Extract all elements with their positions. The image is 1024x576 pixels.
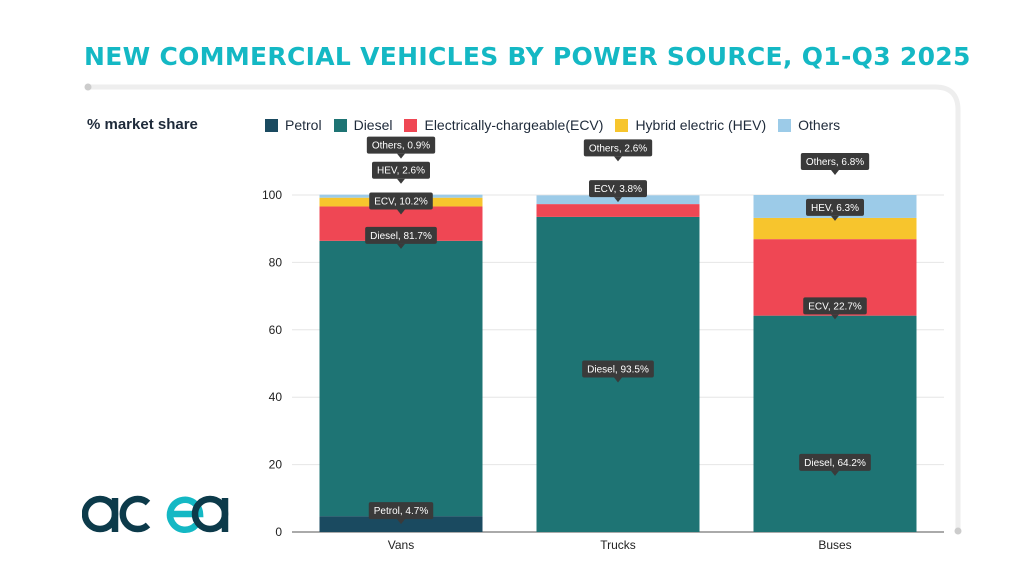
data-label-text: ECV, 22.7% [808, 301, 862, 312]
y-tick-label: 40 [269, 390, 283, 404]
data-label-box [369, 192, 433, 210]
data-label-text: Diesel, 81.7% [370, 231, 432, 242]
data-label-box [366, 136, 436, 154]
data-label-box [583, 139, 653, 157]
y-tick-label: 80 [269, 255, 283, 269]
data-label-pointer [831, 170, 839, 175]
bar-segment [753, 315, 917, 532]
data-label-text: Others, 0.9% [372, 141, 430, 152]
data-label-pointer [614, 156, 622, 162]
data-label-box [806, 198, 864, 216]
legend-item-ecv: Electrically-chargeable(ECV) [404, 117, 603, 133]
data-label: ECV, 22.7% [803, 297, 867, 320]
legend-item-hev: Hybrid electric (HEV) [615, 117, 766, 133]
y-tick-label: 100 [262, 188, 282, 202]
data-label-box [800, 153, 870, 170]
y-tick-label: 0 [275, 525, 282, 539]
data-label: HEV, 2.6% [372, 161, 430, 184]
legend-swatch-hev [615, 118, 629, 132]
data-label-pointer [831, 314, 839, 320]
data-label-pointer [397, 209, 405, 215]
data-label-text: Diesel, 93.5% [587, 364, 649, 375]
legend-item-others: Others [778, 117, 840, 133]
legend-swatch-others [778, 118, 792, 132]
data-label-box [365, 226, 437, 244]
data-label-text: HEV, 2.6% [377, 166, 425, 177]
y-axis-label: % market share [87, 116, 198, 133]
data-label-box [589, 180, 647, 198]
legend-item-diesel: Diesel [333, 117, 393, 133]
data-label-box [799, 453, 871, 471]
data-label-text: HEV, 6.3% [811, 203, 859, 214]
frame-decoration [84, 83, 962, 535]
x-tick-label: Buses [818, 538, 851, 552]
legend-label-diesel: Diesel [353, 117, 393, 133]
legend-swatch-diesel [333, 118, 347, 132]
legend-swatch-petrol [265, 118, 278, 132]
y-axis-ticks: 0 20 40 60 80 100 [262, 188, 282, 539]
data-label-text: Others, 6.8% [806, 157, 864, 168]
data-label: Others, 2.6% [583, 139, 653, 162]
data-label-text: Diesel, 64.2% [804, 458, 866, 469]
data-label-pointer [397, 153, 405, 159]
data-label: Others, 0.9% [366, 136, 436, 159]
legend-item-petrol: Petrol [265, 117, 322, 133]
data-label-pointer [831, 470, 839, 476]
data-label: Others, 6.8% [800, 153, 870, 175]
legend-label-petrol: Petrol [285, 117, 322, 133]
x-tick-label: Vans [388, 538, 414, 552]
data-label: Diesel, 93.5% [582, 360, 654, 383]
acea-logo [82, 495, 229, 534]
data-label-pointer [397, 519, 405, 525]
x-axis-ticks: Vans Trucks Buses [388, 538, 852, 552]
data-label: HEV, 6.3% [806, 198, 864, 221]
data-label: ECV, 10.2% [369, 192, 433, 215]
chart-title: NEW COMMERCIAL VEHICLES BY POWER SOURCE,… [84, 42, 971, 71]
data-label-box [582, 360, 654, 378]
data-label-box [368, 502, 434, 520]
legend-label-hev: Hybrid electric (HEV) [635, 117, 767, 133]
bar-segment [319, 240, 483, 517]
data-label-text: ECV, 10.2% [374, 196, 428, 207]
legend-swatch-ecv [404, 118, 418, 132]
data-label-text: Others, 2.6% [589, 143, 647, 154]
x-tick-label: Trucks [600, 538, 636, 552]
data-label-pointer [831, 215, 839, 221]
legend-label-others: Others [798, 117, 841, 133]
data-label-pointer [614, 377, 622, 383]
data-label: ECV, 3.8% [589, 180, 647, 203]
data-label: Diesel, 81.7% [365, 226, 437, 249]
data-label-pointer [397, 178, 405, 184]
bar-segment [753, 217, 917, 240]
data-label-box [803, 297, 867, 315]
data-label: Diesel, 64.2% [799, 453, 871, 476]
data-label-pointer [397, 243, 405, 249]
y-tick-label: 20 [269, 458, 283, 472]
data-label-text: Petrol, 4.7% [374, 506, 429, 517]
y-tick-label: 60 [269, 323, 283, 337]
data-label-pointer [614, 197, 622, 203]
legend: Petrol Diesel Electrically-chargeable(EC… [265, 117, 852, 133]
data-label-box [372, 161, 430, 179]
data-label: Petrol, 4.7% [368, 502, 434, 525]
legend-label-ecv: Electrically-chargeable(ECV) [424, 117, 604, 133]
data-label-text: ECV, 3.8% [594, 184, 642, 195]
bar-segment [536, 204, 700, 217]
data-labels: Petrol, 4.7% Diesel, 81.7% ECV, 10.2% HEV, … [365, 136, 871, 525]
